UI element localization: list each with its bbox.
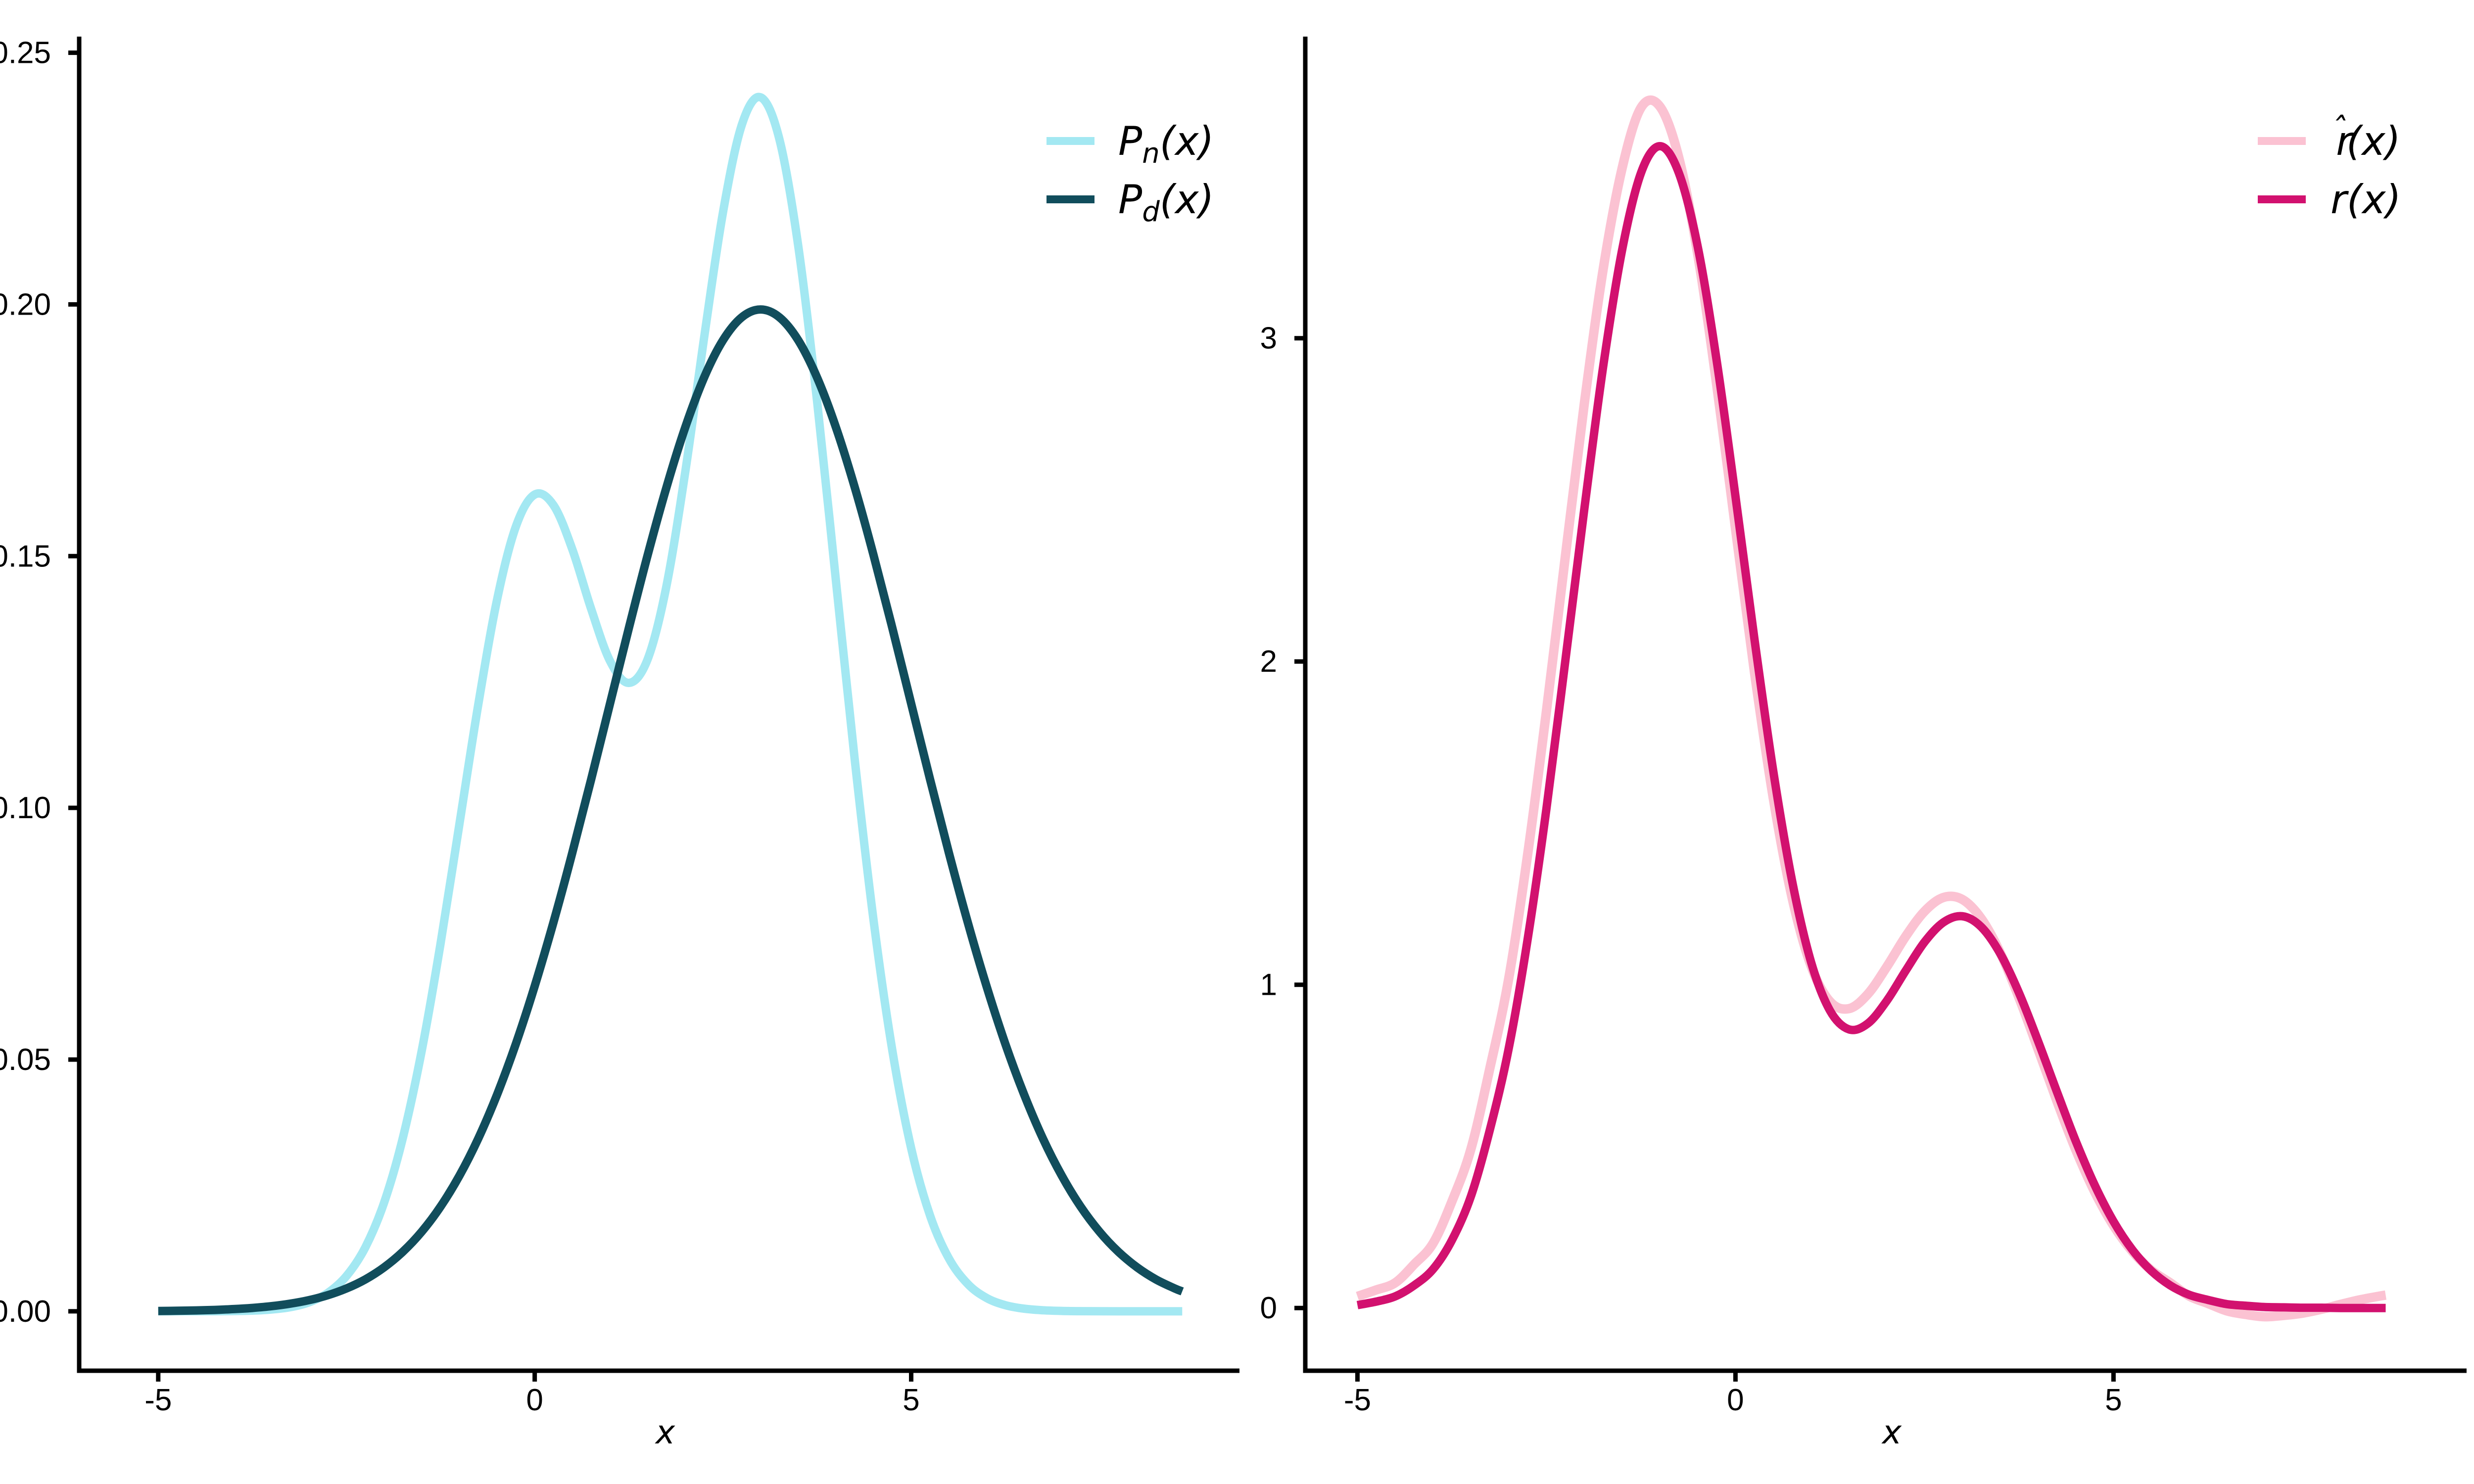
y-tick-label: 0.00 bbox=[0, 1295, 51, 1329]
legend-label-subscript: n bbox=[1142, 138, 1160, 170]
legend-label-subscript: d bbox=[1142, 196, 1160, 228]
legend-label-text: (x) bbox=[2346, 118, 2401, 164]
y-tick-label: 1 bbox=[1260, 968, 1277, 1002]
y-tick-label: 3 bbox=[1260, 322, 1277, 356]
series-line-pnx bbox=[158, 93, 1183, 1316]
y-tick-label: 0.20 bbox=[0, 287, 51, 322]
legend-label-text: (x) bbox=[1160, 177, 1214, 223]
x-axis-title: x bbox=[655, 1413, 675, 1451]
y-tick-label: 0.10 bbox=[0, 791, 51, 825]
x-axis-title: x bbox=[1881, 1413, 1902, 1451]
y-tick-label: 0 bbox=[1260, 1291, 1277, 1325]
legend-label: r(x) bbox=[2331, 177, 2401, 223]
legend-label-text: P bbox=[1118, 177, 1142, 223]
x-tick-label: 0 bbox=[1727, 1383, 1744, 1417]
legend-label-text: P bbox=[1118, 118, 1142, 164]
legend-label-text: (x) bbox=[2347, 177, 2401, 223]
x-tick-label: -5 bbox=[144, 1383, 172, 1417]
y-tick-label: 0.25 bbox=[0, 36, 51, 70]
x-tick-label: 0 bbox=[526, 1383, 543, 1417]
x-tick-label: 5 bbox=[903, 1383, 919, 1417]
legend-label-text: r bbox=[2331, 177, 2349, 223]
y-tick-label: 0.05 bbox=[0, 1043, 51, 1077]
legend-label-hat: ˆ bbox=[2331, 111, 2346, 148]
legend-label: Pd(x) bbox=[1118, 177, 1214, 228]
legend-label: rˆ(x) bbox=[2331, 111, 2401, 164]
legend-label: Pn(x) bbox=[1118, 118, 1214, 170]
y-tick-label: 2 bbox=[1260, 645, 1277, 679]
x-tick-label: -5 bbox=[1344, 1383, 1371, 1417]
series-line-rhatx bbox=[1356, 95, 2387, 1322]
legend-label-text: (x) bbox=[1160, 118, 1214, 164]
series-line-rx bbox=[1356, 141, 2386, 1312]
legend-label-text: r bbox=[2336, 118, 2355, 164]
series-line-pdx bbox=[158, 305, 1184, 1315]
x-tick-label: 5 bbox=[2105, 1383, 2122, 1417]
y-tick-label: 0.15 bbox=[0, 539, 51, 573]
